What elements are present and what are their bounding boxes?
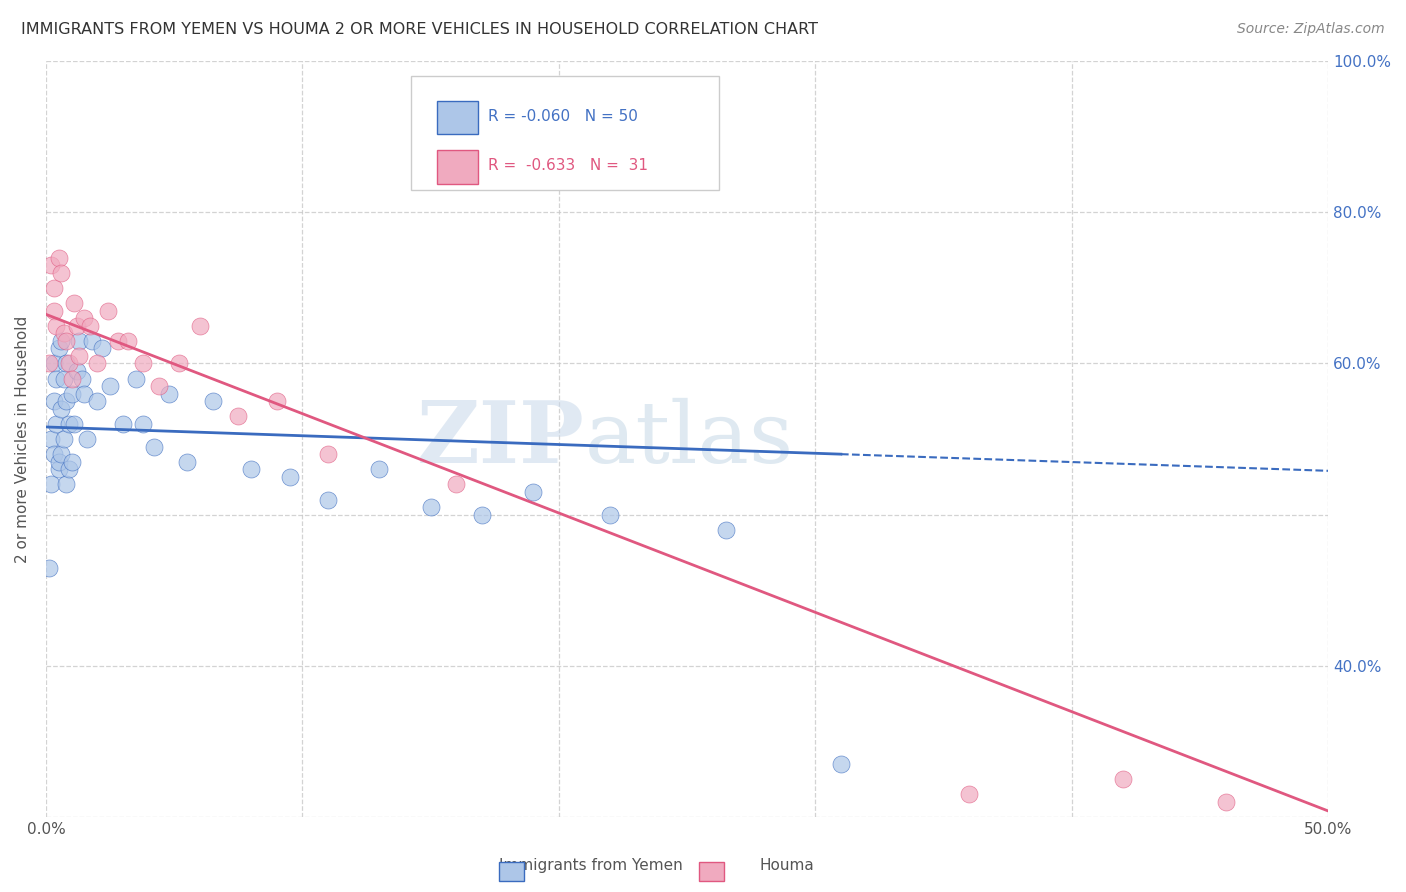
Point xyxy=(42,356,65,370)
Point xyxy=(51,266,73,280)
Point xyxy=(599,508,621,522)
Point xyxy=(51,334,73,348)
Point xyxy=(60,455,83,469)
Point xyxy=(52,326,75,341)
Point xyxy=(42,394,65,409)
Point xyxy=(957,787,980,801)
Point xyxy=(52,432,75,446)
Y-axis label: 2 or more Vehicles in Household: 2 or more Vehicles in Household xyxy=(15,316,30,563)
Point xyxy=(117,334,139,348)
Text: atlas: atlas xyxy=(585,398,793,481)
Point xyxy=(48,342,70,356)
Point xyxy=(45,318,67,333)
Point xyxy=(96,303,118,318)
Point xyxy=(63,417,86,431)
Point xyxy=(39,477,62,491)
Point xyxy=(132,417,155,431)
Point xyxy=(48,462,70,476)
Point xyxy=(70,371,93,385)
Point xyxy=(66,364,89,378)
Point xyxy=(58,417,80,431)
Point xyxy=(48,455,70,469)
Point xyxy=(98,379,121,393)
Point xyxy=(63,296,86,310)
FancyBboxPatch shape xyxy=(437,101,478,135)
Point xyxy=(73,386,96,401)
Point xyxy=(48,251,70,265)
Point xyxy=(169,356,191,370)
Point xyxy=(38,356,60,370)
FancyBboxPatch shape xyxy=(412,76,718,190)
Point xyxy=(266,394,288,409)
Point xyxy=(67,349,90,363)
Point xyxy=(86,356,108,370)
Point xyxy=(76,432,98,446)
Point xyxy=(142,440,165,454)
Point xyxy=(132,356,155,370)
Point xyxy=(42,281,65,295)
Point xyxy=(55,394,77,409)
Point xyxy=(107,334,129,348)
Point xyxy=(66,318,89,333)
Point xyxy=(86,394,108,409)
Point xyxy=(1112,772,1135,787)
Point xyxy=(471,508,494,522)
Point xyxy=(42,447,65,461)
Point xyxy=(39,258,62,272)
Point xyxy=(39,432,62,446)
Point xyxy=(316,492,339,507)
Point xyxy=(1215,795,1237,809)
Point xyxy=(111,417,134,431)
Point xyxy=(125,371,148,385)
Point xyxy=(55,334,77,348)
Point xyxy=(60,386,83,401)
Point xyxy=(522,485,544,500)
Text: Source: ZipAtlas.com: Source: ZipAtlas.com xyxy=(1237,22,1385,37)
Point xyxy=(148,379,170,393)
Point xyxy=(714,523,737,537)
Point xyxy=(45,371,67,385)
Point xyxy=(368,462,391,476)
Point xyxy=(201,394,224,409)
Text: Immigrants from Yemen: Immigrants from Yemen xyxy=(499,858,682,872)
Point xyxy=(830,757,852,772)
Point xyxy=(45,417,67,431)
Point xyxy=(60,371,83,385)
Point xyxy=(55,477,77,491)
FancyBboxPatch shape xyxy=(437,151,478,184)
Text: ZIP: ZIP xyxy=(416,397,585,481)
Text: IMMIGRANTS FROM YEMEN VS HOUMA 2 OR MORE VEHICLES IN HOUSEHOLD CORRELATION CHART: IMMIGRANTS FROM YEMEN VS HOUMA 2 OR MORE… xyxy=(21,22,818,37)
Point xyxy=(79,318,101,333)
Point xyxy=(91,342,114,356)
Point xyxy=(240,462,263,476)
Point xyxy=(58,462,80,476)
Point xyxy=(82,334,104,348)
Point xyxy=(188,318,211,333)
Point xyxy=(73,311,96,326)
Point xyxy=(42,303,65,318)
Point xyxy=(278,470,301,484)
Point xyxy=(55,356,77,370)
Point xyxy=(38,560,60,574)
Point xyxy=(419,500,441,514)
Text: Houma: Houma xyxy=(761,858,814,872)
Text: R = -0.060   N = 50: R = -0.060 N = 50 xyxy=(488,109,638,124)
Point xyxy=(226,409,249,424)
Point xyxy=(58,356,80,370)
Point xyxy=(446,477,468,491)
Point xyxy=(52,371,75,385)
Point xyxy=(51,447,73,461)
Point xyxy=(67,334,90,348)
Point xyxy=(51,401,73,416)
Point xyxy=(316,447,339,461)
Text: R =  -0.633   N =  31: R = -0.633 N = 31 xyxy=(488,158,648,173)
Point xyxy=(157,386,180,401)
Point xyxy=(176,455,198,469)
